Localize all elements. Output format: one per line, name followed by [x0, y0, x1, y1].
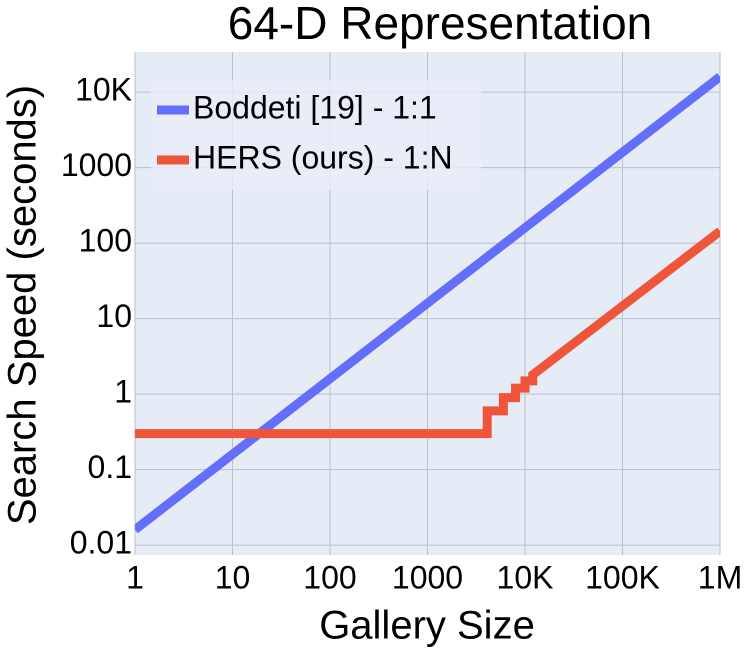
- x-axis-label: Gallery Size: [319, 604, 535, 648]
- y-tick-label: 10: [96, 298, 132, 334]
- chart-title: 64-D Representation: [228, 0, 652, 49]
- x-tick-label: 1M: [698, 559, 742, 595]
- x-tick-label: 1: [126, 559, 144, 595]
- legend-box: [151, 80, 481, 190]
- y-tick-label: 1000: [61, 147, 132, 183]
- legend-label: HERS (ours) - 1:N: [193, 139, 453, 175]
- x-tick-label: 10K: [497, 559, 554, 595]
- x-tick-label: 100K: [585, 559, 660, 595]
- y-axis-label: Search Speed (seconds): [1, 85, 45, 525]
- y-tick-label: 10K: [75, 72, 132, 108]
- legend-label: Boddeti [19] - 1:1: [193, 89, 437, 125]
- series: [135, 73, 720, 534]
- x-tick-label: 100: [303, 559, 356, 595]
- y-tick-label: 0.1: [88, 449, 132, 485]
- y-tick-label: 1: [114, 374, 132, 410]
- y-tick-label: 100: [79, 223, 132, 259]
- x-tick-label: 1000: [392, 559, 463, 595]
- series: [135, 227, 720, 439]
- line: [135, 227, 720, 439]
- line: [135, 73, 720, 534]
- x-tick-label: 10: [215, 559, 251, 595]
- y-tick-label: 0.01: [70, 525, 132, 561]
